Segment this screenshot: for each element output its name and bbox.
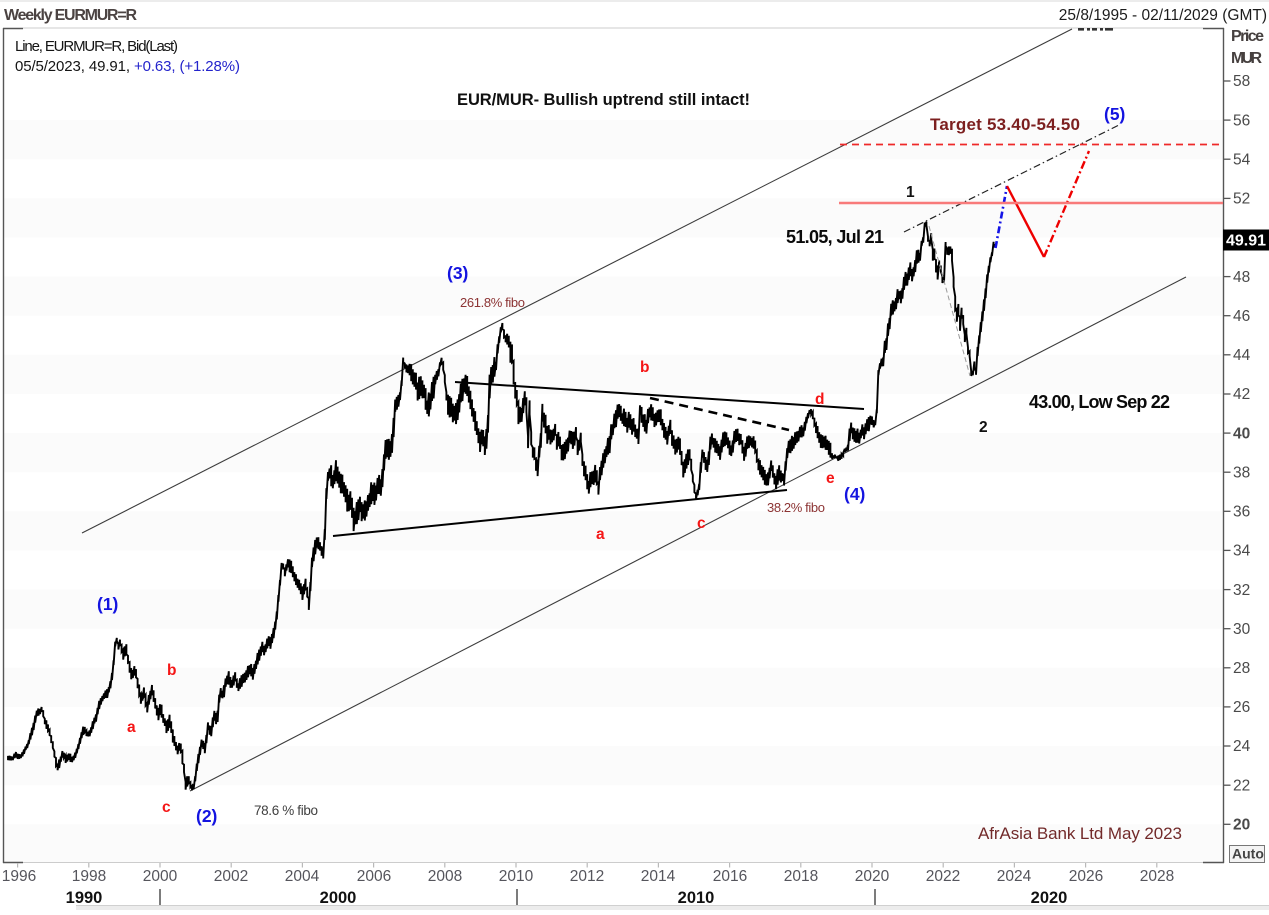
svg-text:Target 53.40-54.50: Target 53.40-54.50 — [930, 115, 1080, 134]
svg-text:28: 28 — [1233, 660, 1250, 677]
svg-text:EUR/MUR- Bullish uptrend still: EUR/MUR- Bullish uptrend still intact! — [457, 91, 750, 109]
svg-text:30: 30 — [1233, 621, 1251, 638]
svg-text:Line, EURMUR=R, Bid(Last): Line, EURMUR=R, Bid(Last) — [15, 38, 178, 55]
svg-text:2010: 2010 — [499, 868, 534, 885]
svg-text:2012: 2012 — [570, 868, 604, 885]
svg-text:(5): (5) — [1104, 104, 1125, 124]
svg-text:(4): (4) — [844, 484, 865, 504]
svg-text:b: b — [167, 662, 176, 679]
svg-text:d: d — [815, 391, 824, 408]
svg-text:38.2% fibo: 38.2% fibo — [767, 500, 825, 515]
svg-text:2004: 2004 — [285, 868, 320, 885]
svg-text:c: c — [162, 799, 171, 816]
svg-text:1998: 1998 — [72, 868, 106, 885]
svg-text:2000: 2000 — [143, 868, 178, 885]
svg-text:78.6 % fibo: 78.6 % fibo — [254, 803, 318, 818]
svg-text:36: 36 — [1233, 504, 1250, 521]
svg-text:25/8/1995 - 02/11/2029 (GMT): 25/8/1995 - 02/11/2029 (GMT) — [1059, 7, 1267, 24]
svg-text:2026: 2026 — [1069, 868, 1103, 885]
svg-text:2028: 2028 — [1140, 868, 1174, 885]
svg-text:20: 20 — [1233, 817, 1250, 834]
svg-text:2006: 2006 — [357, 868, 391, 885]
svg-text:1: 1 — [906, 184, 915, 201]
svg-text:51.05, Jul 21: 51.05, Jul 21 — [786, 227, 884, 247]
svg-text:2000: 2000 — [320, 889, 357, 907]
svg-text:2002: 2002 — [214, 868, 248, 885]
svg-text:58: 58 — [1233, 73, 1250, 90]
svg-text:1990: 1990 — [66, 889, 103, 907]
svg-text:2016: 2016 — [713, 868, 747, 885]
svg-text:2014: 2014 — [641, 868, 676, 885]
svg-text:46: 46 — [1233, 308, 1250, 325]
svg-text:43.00, Low Sep 22: 43.00, Low Sep 22 — [1029, 392, 1170, 412]
svg-text:(3): (3) — [447, 263, 468, 283]
svg-text:Price: Price — [1231, 28, 1264, 45]
svg-text:05/5/2023, 49.91, +0.63, (+1.2: 05/5/2023, 49.91, +0.63, (+1.28%) — [15, 58, 240, 75]
svg-text:44: 44 — [1233, 347, 1251, 364]
svg-text:22: 22 — [1233, 777, 1250, 794]
svg-text:c: c — [697, 515, 706, 532]
svg-text:AfrAsia Bank Ltd May 2023: AfrAsia Bank Ltd May 2023 — [978, 824, 1182, 843]
svg-text:2022: 2022 — [926, 868, 960, 885]
svg-text:a: a — [596, 526, 605, 543]
svg-text:49.91: 49.91 — [1226, 233, 1266, 250]
svg-text:48: 48 — [1233, 269, 1250, 286]
svg-text:MUR: MUR — [1231, 50, 1262, 67]
svg-text:Auto: Auto — [1232, 846, 1264, 862]
svg-text:Weekly EURMUR=R: Weekly EURMUR=R — [4, 7, 137, 24]
svg-text:b: b — [640, 359, 649, 376]
svg-text:(2): (2) — [196, 806, 217, 826]
svg-text:2020: 2020 — [855, 868, 890, 885]
svg-text:2: 2 — [979, 419, 988, 436]
svg-text:(1): (1) — [97, 594, 118, 614]
svg-text:2024: 2024 — [997, 868, 1032, 885]
svg-text:40: 40 — [1233, 425, 1250, 442]
svg-text:42: 42 — [1233, 386, 1250, 403]
svg-text:261.8% fibo: 261.8% fibo — [460, 295, 525, 310]
svg-text:1996: 1996 — [2, 868, 36, 885]
svg-text:e: e — [826, 470, 835, 487]
svg-text:38: 38 — [1233, 464, 1250, 481]
svg-text:24: 24 — [1233, 738, 1251, 755]
svg-text:26: 26 — [1233, 699, 1250, 716]
svg-text:32: 32 — [1233, 582, 1250, 599]
svg-text:2010: 2010 — [678, 889, 715, 907]
svg-text:34: 34 — [1233, 543, 1251, 560]
svg-text:a: a — [127, 719, 136, 736]
svg-text:54: 54 — [1233, 151, 1251, 168]
svg-text:56: 56 — [1233, 112, 1250, 129]
svg-text:52: 52 — [1233, 191, 1250, 208]
svg-text:2008: 2008 — [428, 868, 462, 885]
svg-text:2020: 2020 — [1031, 889, 1068, 907]
svg-text:2018: 2018 — [784, 868, 818, 885]
